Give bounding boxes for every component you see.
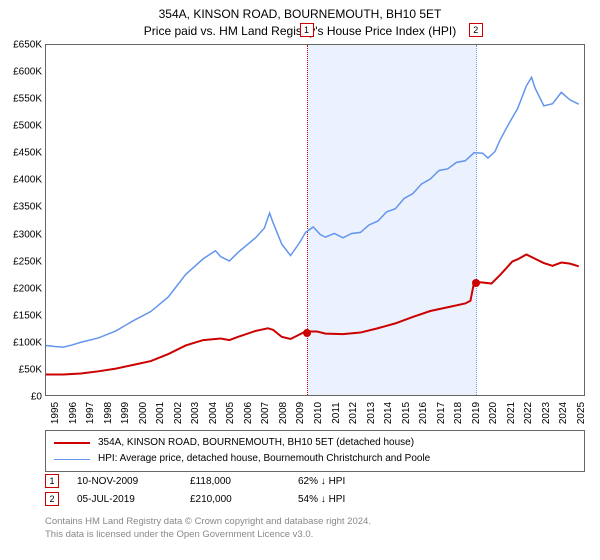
- x-axis-label: 2008: [274, 402, 289, 424]
- transaction-date: 10-NOV-2009: [77, 476, 172, 487]
- legend-swatch-hpi: [54, 459, 90, 460]
- y-axis-label: £450K: [13, 148, 46, 159]
- title-address: 354A, KINSON ROAD, BOURNEMOUTH, BH10 5ET: [0, 6, 600, 23]
- y-axis-label: £250K: [13, 256, 46, 267]
- y-axis-label: £500K: [13, 121, 46, 132]
- chart-plot-area: £0£50K£100K£150K£200K£250K£300K£350K£400…: [45, 44, 585, 396]
- x-axis-label: 2019: [467, 402, 482, 424]
- x-axis-label: 2007: [256, 402, 271, 424]
- y-axis-label: £650K: [13, 40, 46, 51]
- transaction-price: £210,000: [190, 494, 280, 505]
- x-axis-label: 1995: [46, 402, 61, 424]
- x-axis-label: 2023: [537, 402, 552, 424]
- y-axis-label: £550K: [13, 94, 46, 105]
- transaction-table: 1 10-NOV-2009 £118,000 62% ↓ HPI 2 05-JU…: [45, 474, 585, 510]
- x-axis-label: 2015: [397, 402, 412, 424]
- x-axis-label: 2022: [519, 402, 534, 424]
- table-row: 1 10-NOV-2009 £118,000 62% ↓ HPI: [45, 474, 585, 488]
- x-axis-label: 2025: [572, 402, 587, 424]
- footer-line-1: Contains HM Land Registry data © Crown c…: [45, 516, 585, 529]
- x-axis-label: 2009: [291, 402, 306, 424]
- y-axis-label: £350K: [13, 202, 46, 213]
- legend-row-property: 354A, KINSON ROAD, BOURNEMOUTH, BH10 5ET…: [54, 435, 576, 451]
- y-axis-label: £50K: [19, 364, 46, 375]
- x-axis-label: 2017: [432, 402, 447, 424]
- transaction-marker: 1: [300, 23, 314, 37]
- x-axis-label: 2004: [204, 402, 219, 424]
- series-property: [46, 254, 579, 374]
- y-axis-label: £100K: [13, 337, 46, 348]
- x-axis-label: 2002: [169, 402, 184, 424]
- table-row: 2 05-JUL-2019 £210,000 54% ↓ HPI: [45, 492, 585, 506]
- x-axis-label: 2006: [239, 402, 254, 424]
- y-axis-label: £300K: [13, 229, 46, 240]
- x-axis-label: 2020: [484, 402, 499, 424]
- legend-swatch-property: [54, 442, 90, 444]
- x-axis-label: 1998: [99, 402, 114, 424]
- x-axis-label: 2012: [344, 402, 359, 424]
- x-axis-label: 1996: [64, 402, 79, 424]
- x-axis-label: 2024: [554, 402, 569, 424]
- legend-label-hpi: HPI: Average price, detached house, Bour…: [98, 451, 430, 467]
- transaction-marker-2: 2: [45, 492, 59, 506]
- x-axis-label: 2003: [186, 402, 201, 424]
- transaction-date: 05-JUL-2019: [77, 494, 172, 505]
- legend-label-property: 354A, KINSON ROAD, BOURNEMOUTH, BH10 5ET…: [98, 435, 414, 451]
- x-axis-label: 2016: [414, 402, 429, 424]
- x-axis-label: 2013: [362, 402, 377, 424]
- y-axis-label: £600K: [13, 67, 46, 78]
- x-axis-label: 2001: [151, 402, 166, 424]
- chart-container: 354A, KINSON ROAD, BOURNEMOUTH, BH10 5ET…: [0, 0, 600, 560]
- legend-row-hpi: HPI: Average price, detached house, Bour…: [54, 451, 576, 467]
- x-axis-label: 2010: [309, 402, 324, 424]
- footer-attribution: Contains HM Land Registry data © Crown c…: [45, 516, 585, 542]
- x-axis-label: 2011: [327, 402, 342, 424]
- transaction-delta: 54% ↓ HPI: [298, 494, 408, 505]
- transaction-marker-1: 1: [45, 474, 59, 488]
- x-axis-label: 2021: [502, 402, 517, 424]
- x-axis-label: 1997: [81, 402, 96, 424]
- x-axis-label: 2000: [134, 402, 149, 424]
- transaction-price: £118,000: [190, 476, 280, 487]
- x-axis-label: 2014: [379, 402, 394, 424]
- footer-line-2: This data is licensed under the Open Gov…: [45, 529, 585, 542]
- transaction-marker: 2: [469, 23, 483, 37]
- x-axis-label: 2018: [449, 402, 464, 424]
- legend: 354A, KINSON ROAD, BOURNEMOUTH, BH10 5ET…: [45, 430, 585, 472]
- series-hpi: [46, 77, 579, 347]
- y-axis-label: £0: [31, 392, 46, 403]
- x-axis-label: 2005: [221, 402, 236, 424]
- transaction-delta: 62% ↓ HPI: [298, 476, 408, 487]
- y-axis-label: £150K: [13, 310, 46, 321]
- x-axis-label: 1999: [116, 402, 131, 424]
- y-axis-label: £200K: [13, 283, 46, 294]
- y-axis-label: £400K: [13, 175, 46, 186]
- chart-lines: [46, 45, 584, 395]
